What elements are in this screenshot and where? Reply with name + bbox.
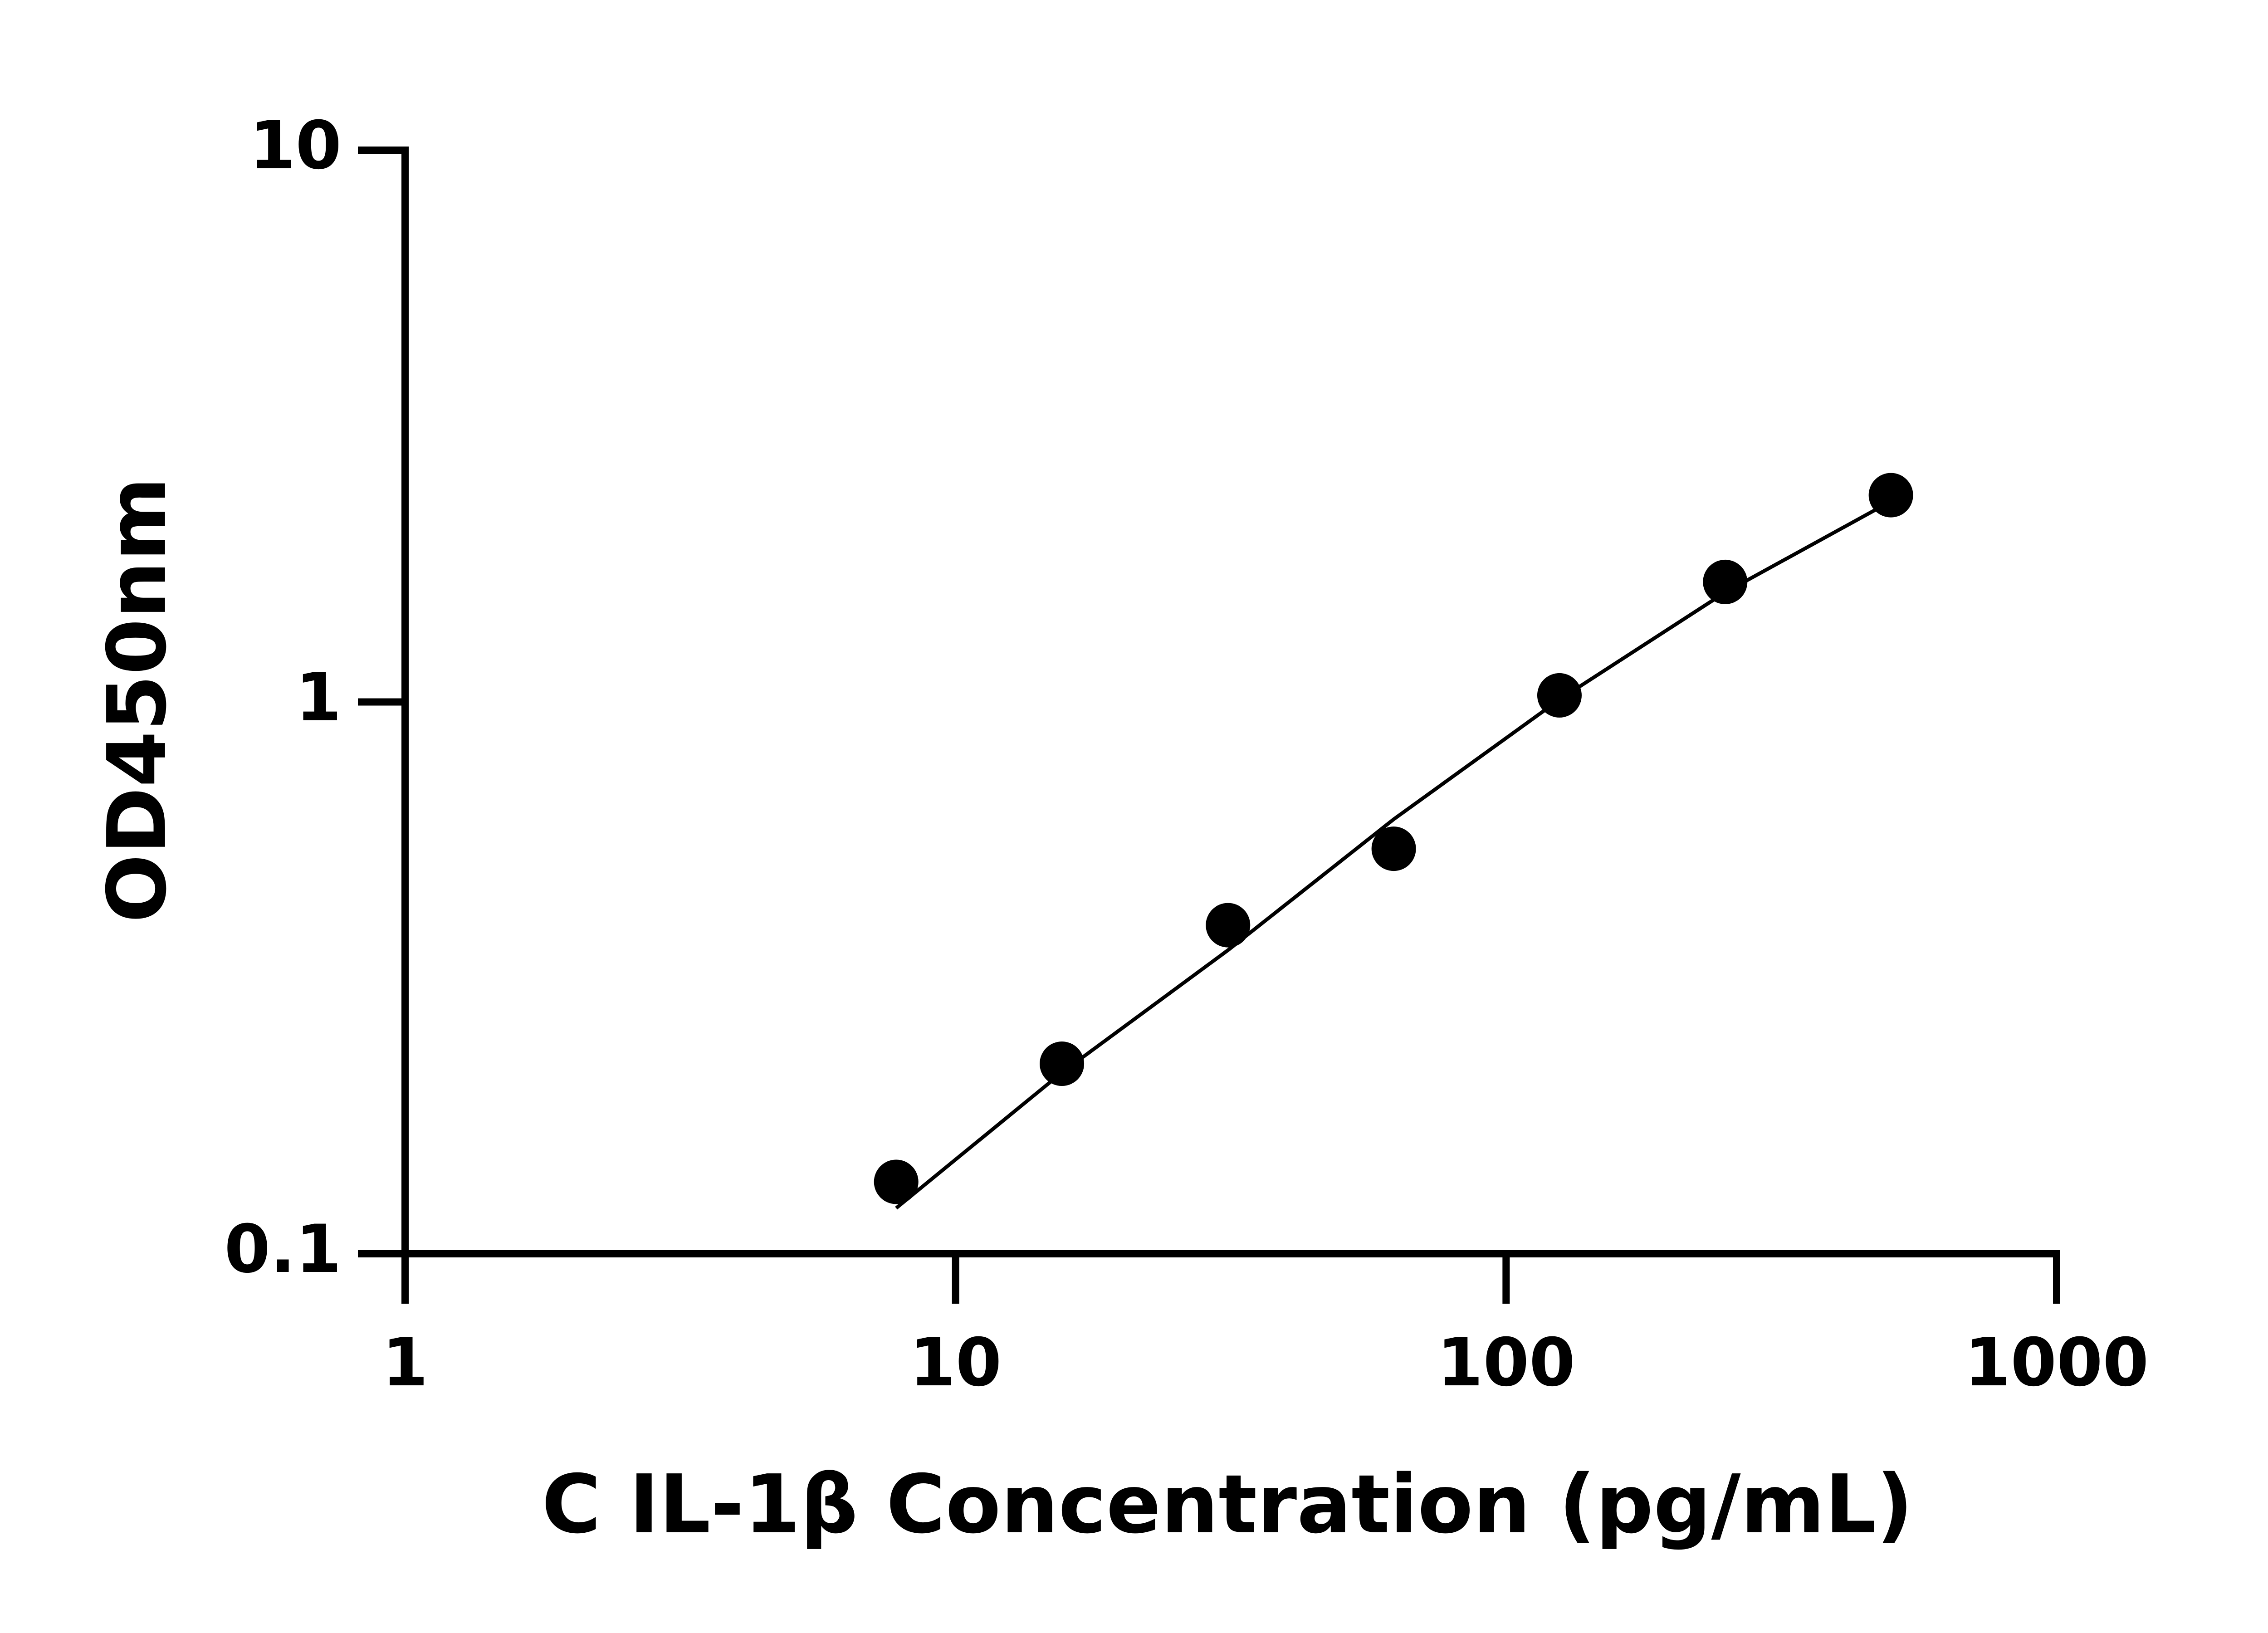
x-axis-title: C IL-1β Concentration (pg/mL): [542, 1457, 1913, 1551]
x-tick-label: 100: [1437, 1324, 1575, 1401]
x-tick-label: 1: [382, 1324, 428, 1401]
data-point: [874, 1159, 919, 1204]
data-point: [1206, 903, 1251, 948]
data-point: [1040, 1041, 1085, 1086]
y-axis-title: OD450nm: [90, 477, 184, 923]
data-point: [1703, 559, 1748, 604]
x-tick-label: 1000: [1965, 1324, 2149, 1401]
y-tick-label: 0.1: [224, 1211, 342, 1288]
data-point: [1371, 826, 1416, 871]
y-tick-label: 1: [295, 659, 342, 736]
data-point: [1537, 673, 1582, 718]
data-point: [1868, 473, 1913, 518]
x-tick-label: 10: [909, 1324, 1002, 1401]
y-tick-label: 10: [249, 107, 342, 184]
